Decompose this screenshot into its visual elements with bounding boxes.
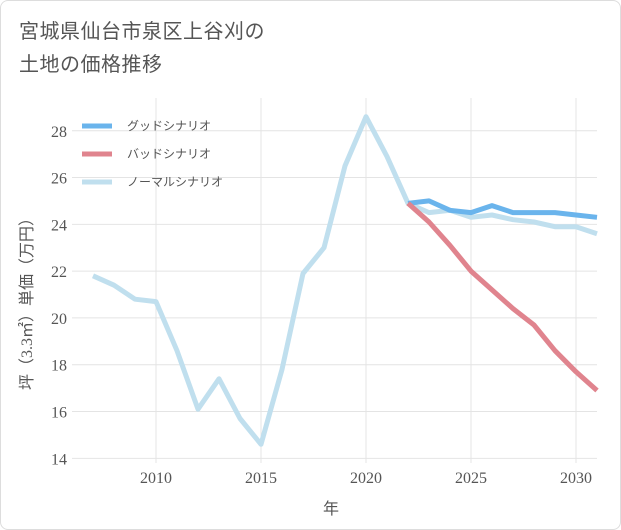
normal-scenario-line <box>91 114 598 447</box>
legend-item-normal-scenario[interactable]: ノーマルシナリオ <box>82 175 223 189</box>
x-axis-title: 年 <box>323 500 339 518</box>
chart-title-line-2: 土地の価格推移 <box>19 52 163 76</box>
legend-item-bad-scenario[interactable]: バッドシナリオ <box>82 147 211 161</box>
legend-label-normal-scenario: ノーマルシナリオ <box>127 175 223 189</box>
grid-lines <box>72 98 597 463</box>
y-tick-24: 24 <box>51 217 67 234</box>
x-tick-2030: 2030 <box>560 470 592 487</box>
x-tick-2025: 2025 <box>455 470 487 487</box>
chart-title: 宮城県仙台市泉区上谷刈の 土地の価格推移 <box>19 15 265 81</box>
y-tick-14: 14 <box>51 451 67 468</box>
good-scenario-line <box>407 198 598 220</box>
y-tick-26: 26 <box>51 171 67 188</box>
y-tick-22: 22 <box>51 264 67 281</box>
legend-label-good-scenario: グッドシナリオ <box>127 119 211 133</box>
x-tick-2020: 2020 <box>350 470 382 487</box>
legend-item-good-scenario[interactable]: グッドシナリオ <box>82 119 211 133</box>
y-tick-28: 28 <box>51 124 67 141</box>
legend-label-bad-scenario: バッドシナリオ <box>127 147 211 161</box>
y-tick-labels: 14 16 18 20 22 24 26 28 <box>51 124 67 469</box>
y-tick-16: 16 <box>51 405 67 422</box>
x-tick-2010: 2010 <box>140 470 172 487</box>
y-axis-title: 坪（3.3㎡）単価（万円） <box>18 210 36 390</box>
series-lines <box>91 114 599 447</box>
bad-scenario-line <box>406 201 599 393</box>
y-tick-18: 18 <box>51 358 67 375</box>
x-tick-2015: 2015 <box>245 470 277 487</box>
x-tick-labels: 2010 2015 2020 2025 2030 <box>140 470 592 487</box>
y-tick-20: 20 <box>51 311 67 328</box>
chart-title-line-1: 宮城県仙台市泉区上谷刈の <box>19 19 265 43</box>
